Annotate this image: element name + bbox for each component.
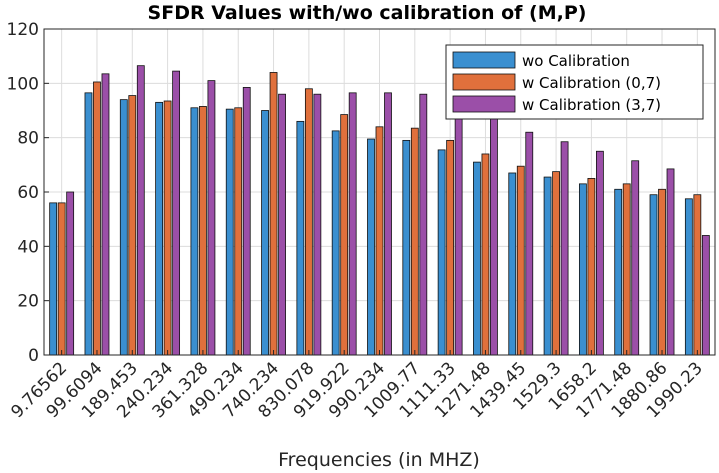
bar <box>234 107 243 356</box>
bar <box>587 178 596 356</box>
y-tick-label: 20 <box>17 292 39 312</box>
bar <box>313 93 322 356</box>
y-tick-label: 80 <box>17 129 39 149</box>
chart-title: SFDR Values with/wo calibration of (M,P) <box>148 2 587 24</box>
bar <box>269 72 278 356</box>
y-tick-label: 120 <box>7 20 39 40</box>
bar <box>454 115 463 356</box>
bar <box>93 81 101 356</box>
bar <box>631 160 640 356</box>
bar <box>595 150 604 356</box>
bar <box>242 87 251 356</box>
bar <box>446 139 455 356</box>
bar <box>155 101 164 356</box>
y-tick-label: 0 <box>28 346 39 366</box>
bar <box>101 73 110 356</box>
plot-frame <box>43 28 716 356</box>
bar <box>375 126 384 356</box>
legend-swatch <box>452 73 516 91</box>
legend-label: wo Calibration <box>522 52 630 70</box>
bar <box>666 168 675 356</box>
bar <box>622 183 631 356</box>
bar <box>172 70 181 356</box>
bar <box>66 191 75 356</box>
bar <box>525 131 534 356</box>
x-axis-label: Frequencies (in MHZ) <box>278 449 480 471</box>
bar <box>136 65 145 356</box>
y-axis-ticks: 0 20 40 60 80 100 120 <box>7 20 49 366</box>
bar <box>340 114 349 356</box>
bar <box>410 127 419 356</box>
bar <box>684 198 693 356</box>
legend-swatch <box>452 51 516 69</box>
bar <box>614 188 623 356</box>
legend: wo Calibration w Calibration (0,7) w Calib… <box>445 44 704 120</box>
y-tick-label: 40 <box>17 237 39 257</box>
bar <box>560 141 569 356</box>
bar <box>199 106 207 356</box>
bar <box>225 108 234 356</box>
bar <box>190 107 199 356</box>
bars <box>49 65 710 356</box>
bar <box>701 235 710 356</box>
bar <box>481 153 490 356</box>
bar <box>437 149 446 356</box>
bar <box>207 80 216 356</box>
bar <box>348 92 357 356</box>
bar <box>419 93 428 356</box>
bar <box>119 99 128 356</box>
bar <box>128 95 137 356</box>
legend-label: w Calibration (0,7) <box>522 74 661 92</box>
bar <box>57 202 66 356</box>
bar <box>384 92 392 356</box>
y-tick-label: 60 <box>17 183 39 203</box>
bar <box>693 194 702 356</box>
x-axis-ticks: 9.7656299.6094189.453240.234361.328490.2… <box>7 350 707 422</box>
y-tick-label: 100 <box>7 74 39 94</box>
bar <box>367 138 375 356</box>
bar <box>649 194 658 356</box>
bar <box>508 172 517 356</box>
legend-swatch <box>452 95 516 113</box>
bar <box>402 139 411 356</box>
bar <box>296 120 305 356</box>
bar <box>578 183 587 356</box>
bar <box>331 130 340 356</box>
bar <box>552 171 560 356</box>
bar <box>49 202 58 356</box>
bar <box>473 161 481 356</box>
bar <box>278 93 286 356</box>
bar <box>658 188 666 356</box>
bar <box>261 110 269 356</box>
bar <box>516 165 525 356</box>
bar <box>163 100 172 356</box>
bar <box>84 92 93 356</box>
bar <box>304 88 313 356</box>
bar <box>543 176 552 356</box>
bar <box>490 115 498 356</box>
legend-label: w Calibration (3,7) <box>522 96 661 114</box>
